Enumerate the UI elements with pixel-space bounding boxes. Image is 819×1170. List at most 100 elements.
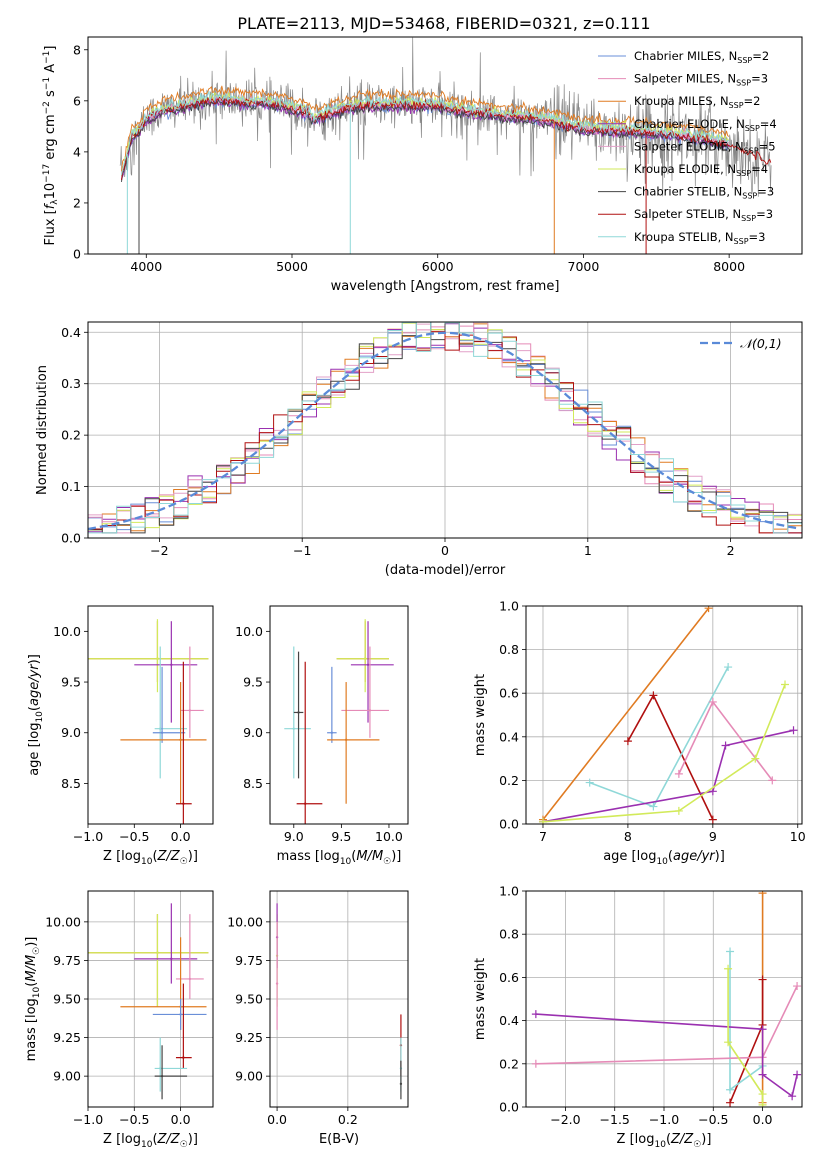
- weight_vs_Z-xlabel: Z [log10(Z/Z☉)]: [617, 1132, 712, 1150]
- errorbar-point: [179, 1013, 182, 1016]
- weight-marker: [674, 806, 683, 815]
- age_vs_mass-xtick-label: 10.0: [375, 829, 403, 844]
- label-part: =3: [751, 72, 768, 86]
- age_vs_mass-ytick-label: 8.5: [243, 776, 263, 791]
- mass_vs_Z-xtick-label: 0.0: [171, 1112, 191, 1127]
- label-part: −2: [42, 101, 52, 114]
- errorbar-point: [188, 709, 192, 712]
- weight-marker: [726, 1098, 735, 1107]
- label-part: f: [43, 202, 58, 209]
- weight-marker: [758, 891, 767, 898]
- legend-entry: Salpeter MILES, NSSP=3: [634, 72, 768, 88]
- weight-marker: [649, 802, 658, 811]
- errorbar-point: [160, 731, 164, 734]
- weight-marker: [531, 1010, 540, 1019]
- residuals-ytick-label: 0.3: [61, 376, 81, 391]
- legend-entry: Salpeter ELODIE, NSSP=5: [634, 139, 776, 155]
- label-part: (: [27, 706, 42, 711]
- label-part: )]: [391, 849, 401, 864]
- legend-entry: Chabrier ELODIE, NSSP=4: [634, 117, 777, 133]
- weight_vs_Z-plot-area: [531, 891, 802, 1107]
- spectrum-ytick-label: 2: [73, 195, 81, 210]
- mass_vs_EBV-ytick-label: 9.50: [235, 992, 263, 1007]
- mass_vs_Z-xtick-label: −1.0: [73, 1112, 103, 1127]
- weight-line-salpeter-stelib: [729, 979, 764, 1104]
- legend-entry: Chabrier MILES, NSSP=2: [634, 49, 769, 65]
- residuals-xlabel: (data-model)/error: [385, 563, 506, 578]
- age_vs_mass-ytick-label: 9.0: [243, 725, 263, 740]
- label-part: erg cm: [43, 114, 58, 163]
- errorbar-point: [156, 951, 159, 954]
- label-part: Z [log: [617, 1132, 655, 1147]
- weight_vs_age-frame: [525, 605, 803, 825]
- weight-line-chabrier-elodie: [535, 1013, 798, 1098]
- mass_vs_Z-ylabel: mass [log10(M/M☉)]: [24, 937, 42, 1062]
- label-part: 10: [43, 183, 58, 200]
- label-part: 10: [141, 857, 153, 867]
- label-part: −17: [42, 164, 52, 183]
- age_vs_mass-ytick-label: 10.0: [235, 624, 263, 639]
- label-part: M/M: [356, 849, 383, 864]
- label-part: −1: [42, 51, 52, 64]
- weight-marker: [781, 680, 790, 689]
- mass_vs_Z-xlabel: Z [log10(Z/Z☉)]: [103, 1132, 198, 1150]
- label-part: SSP: [742, 192, 757, 201]
- age_vs_mass-ytick-label: 9.5: [243, 675, 263, 690]
- spectrum-plot-area: [119, 37, 772, 254]
- weight_vs_age-xtick-label: 10: [790, 829, 806, 844]
- label-part: )]: [188, 849, 198, 864]
- label-part: =3: [749, 230, 766, 244]
- label-part: SSP: [744, 146, 759, 155]
- histogram-salpeter-stelib: [88, 331, 802, 534]
- spectrum-xtick-label: 4000: [130, 259, 162, 274]
- age_vs_mass-frame: [269, 605, 409, 825]
- residuals-plot-area: [88, 322, 802, 534]
- label-part: =4: [760, 117, 777, 131]
- weight-marker: [751, 754, 760, 763]
- weight_vs_age-ylabel: mass weight: [473, 674, 488, 756]
- residuals-ylabel: Normed distribution: [35, 365, 50, 495]
- spectrum-legend: Chabrier MILES, NSSP=2 Salpeter MILES, NS…: [598, 49, 777, 246]
- errorbar-point: [159, 1067, 162, 1070]
- age_vs_mass-plot-area: [284, 619, 394, 824]
- mass_vs_EBV-panel: 0.0 0.2 9.00 9.25 9.50 9.75 10.00 E(B-V): [227, 890, 409, 1147]
- errorbar-point: [170, 663, 173, 667]
- errorbar-point: [275, 982, 279, 985]
- label-part: Chabrier STELIB, N: [634, 185, 742, 199]
- mass_vs_EBV-ytick-label: 9.00: [235, 1069, 263, 1084]
- label-part: 10: [141, 1140, 153, 1150]
- weight-marker: [649, 691, 658, 700]
- residuals-xtick-label: −2: [150, 543, 168, 558]
- weight-marker: [758, 1070, 767, 1079]
- figure-title: PLATE=2113, MJD=53468, FIBERID=0321, z=0…: [237, 14, 650, 33]
- weight-marker: [788, 1092, 797, 1101]
- label-part: 10: [32, 986, 42, 998]
- label-part: Flux [: [43, 209, 58, 245]
- label-part: ☉: [32, 947, 42, 955]
- weight_vs_age-xtick-label: 9: [709, 829, 717, 844]
- errorbar-point: [188, 977, 192, 981]
- spectrum-xtick-label: 5000: [276, 259, 308, 274]
- label-part: A: [43, 64, 58, 77]
- label-part: Salpeter STELIB, N: [634, 207, 741, 221]
- histogram-chabrier-stelib: [88, 322, 802, 534]
- age_vs_Z-xtick-label: −0.5: [119, 829, 149, 844]
- label-part: (: [666, 1132, 671, 1147]
- weight_vs_age-xtick-label: 8: [624, 829, 632, 844]
- errorbar-point: [368, 709, 372, 712]
- label-part: Kroupa STELIB, N: [634, 230, 734, 244]
- weight-marker: [758, 1100, 767, 1107]
- label-part: Kroupa MILES, N: [634, 94, 729, 108]
- weight-marker: [758, 975, 767, 984]
- label-part: )]: [27, 654, 42, 664]
- label-part: ☉: [180, 1140, 188, 1150]
- weight_vs_Z-ytick-label: 0.4: [499, 1013, 519, 1028]
- label-part: (: [152, 849, 157, 864]
- weight-marker: [704, 606, 713, 613]
- age_vs_Z-plot-area: [88, 619, 209, 824]
- weight_vs_age-xlabel: age [log10(age/yr)]: [603, 849, 725, 867]
- age_vs_Z-ytick-label: 9.5: [61, 675, 81, 690]
- label-part: M/M: [24, 955, 39, 982]
- legend-entry: Kroupa MILES, NSSP=2: [634, 94, 760, 110]
